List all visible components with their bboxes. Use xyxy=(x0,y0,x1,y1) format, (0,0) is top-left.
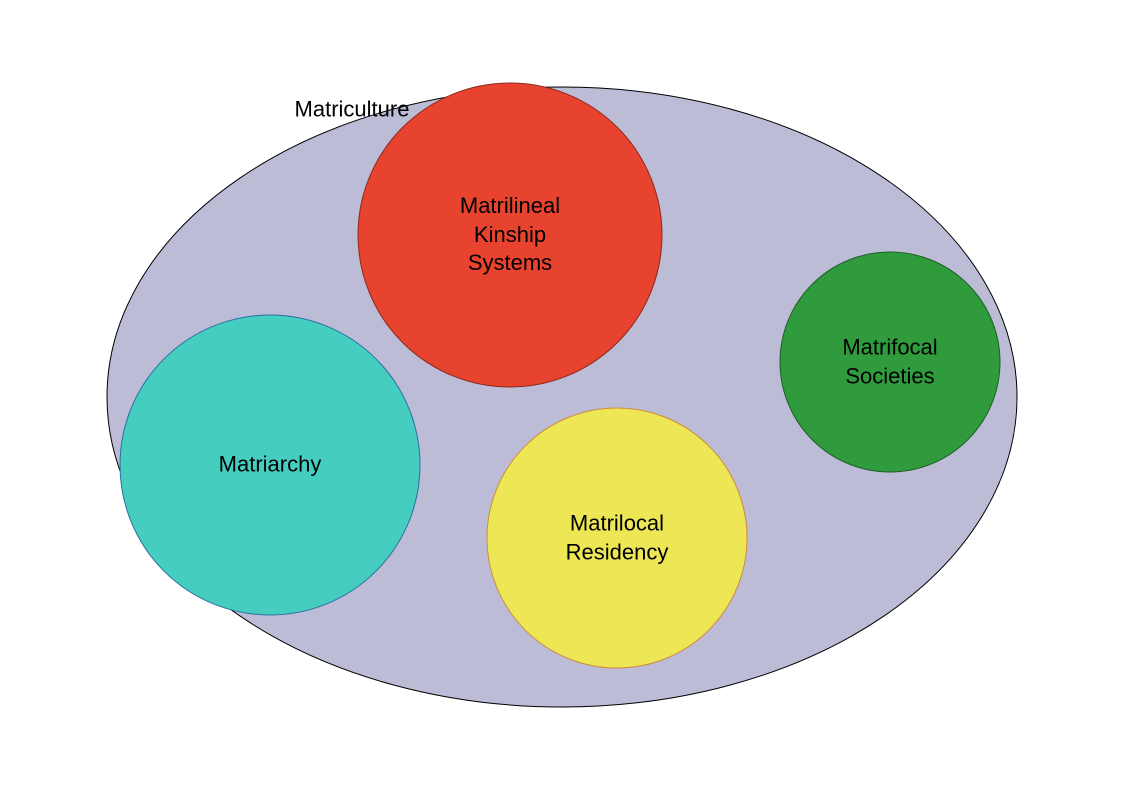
container-label: Matriculture xyxy=(295,96,410,125)
label-matrifocal: Matrifocal Societies xyxy=(842,333,937,390)
label-matriarchy: Matriarchy xyxy=(219,451,322,480)
label-matrilineal: Matrilineal Kinship Systems xyxy=(460,192,560,278)
label-matrilocal: Matrilocal Residency xyxy=(566,509,669,566)
diagram-canvas xyxy=(0,0,1123,794)
